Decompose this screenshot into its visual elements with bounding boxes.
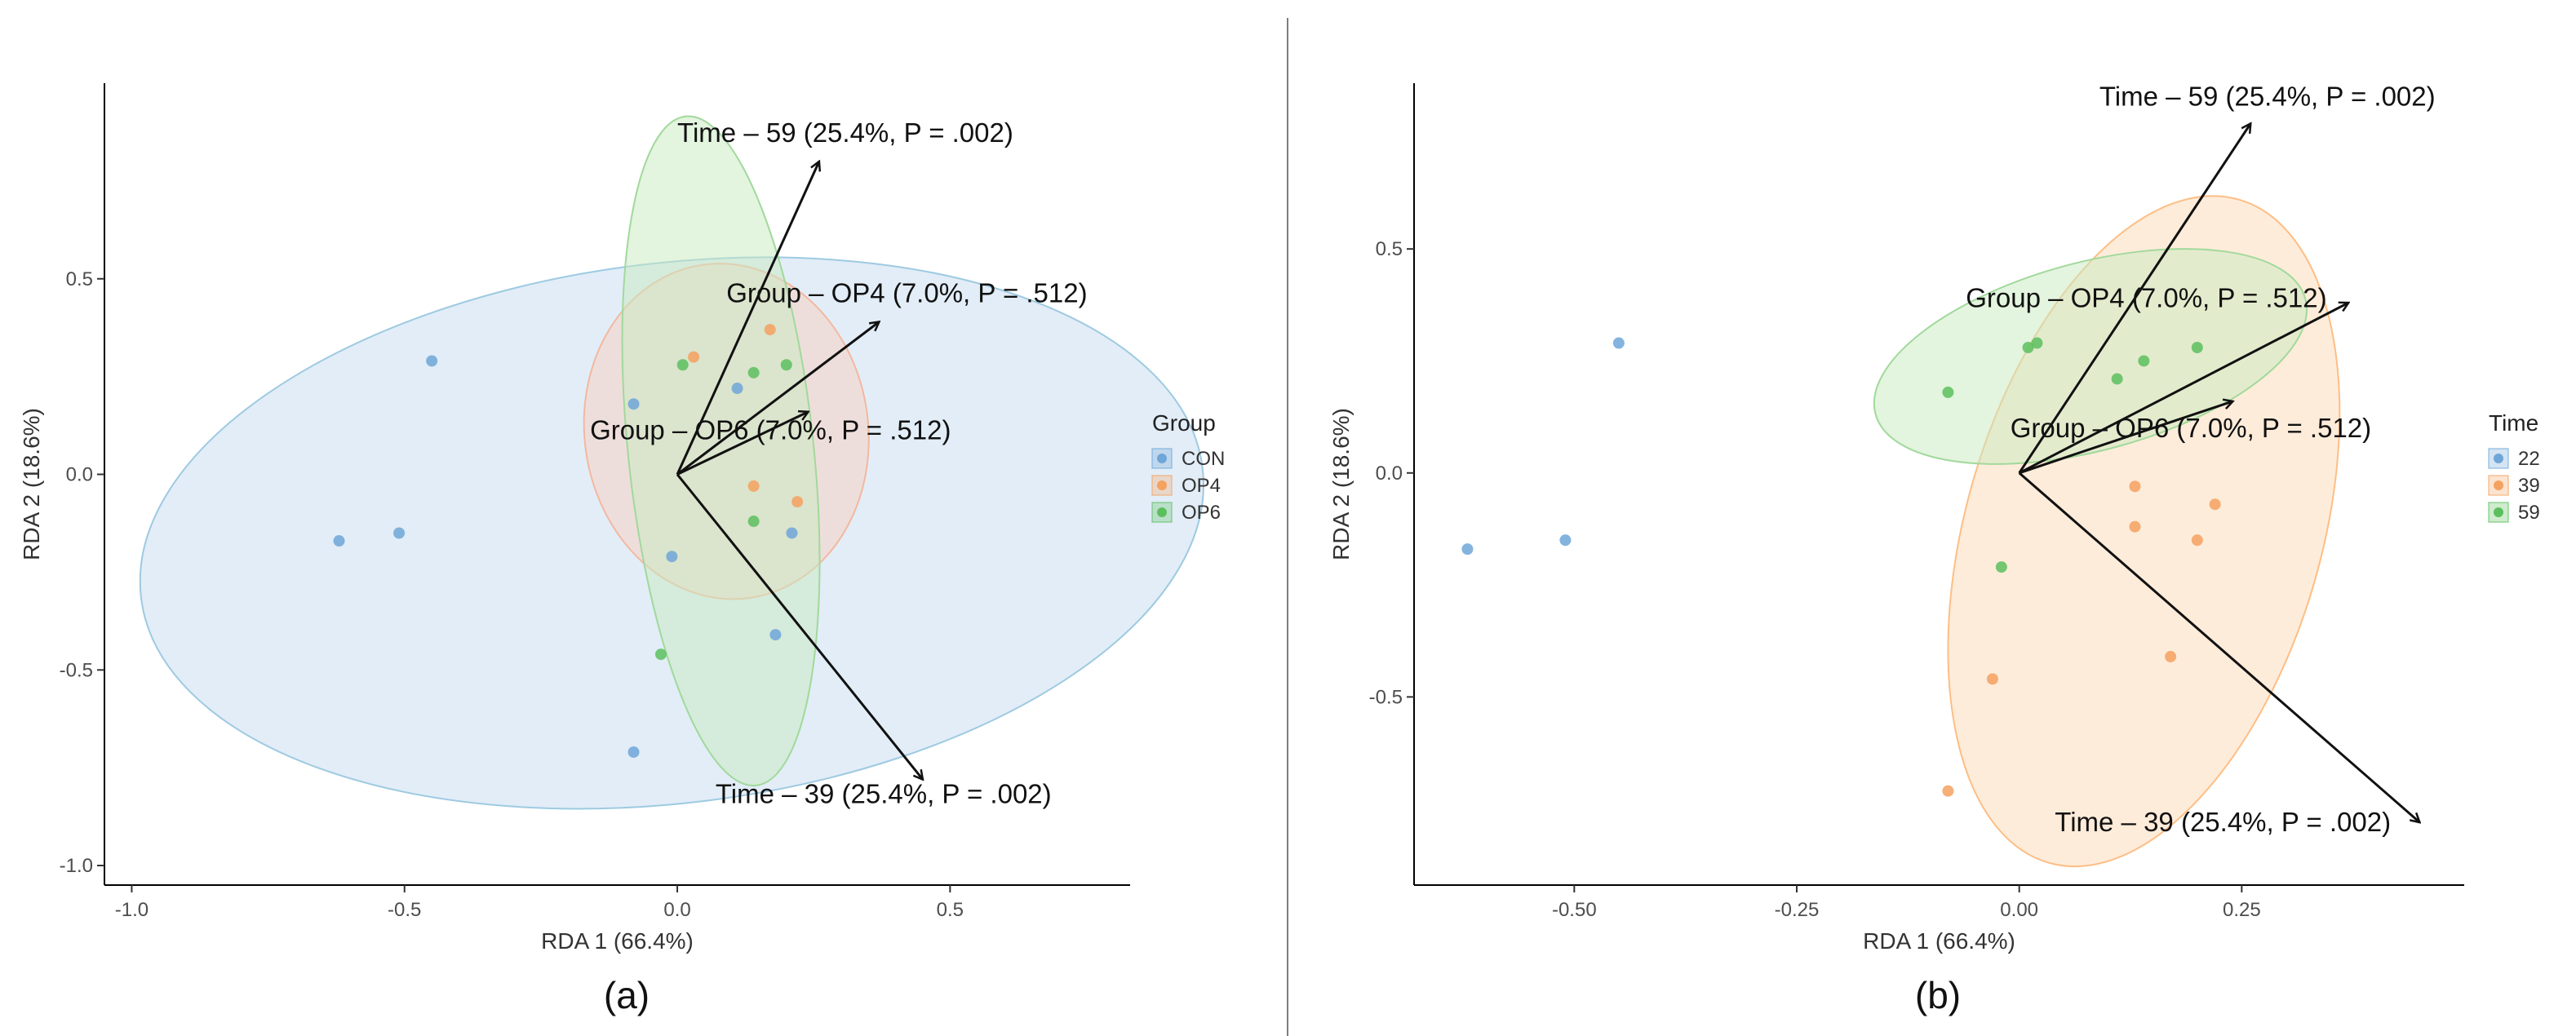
- arrow-label: Group – OP6 (7.0%, P = .512): [2011, 413, 2371, 443]
- point-CON: [731, 383, 743, 395]
- point-22: [1612, 337, 1625, 349]
- x-axis-title: RDA 1 (66.4%): [1863, 928, 2015, 954]
- x-tick-label: -0.50: [1552, 899, 1597, 921]
- y-tick-label: 0.0: [1376, 463, 1403, 485]
- point-39: [2209, 498, 2221, 511]
- y-axis-title: RDA 2 (18.6%): [1328, 408, 1354, 560]
- point-OP4: [764, 324, 776, 336]
- point-CON: [627, 746, 640, 758]
- point-CON: [393, 527, 406, 539]
- point-39: [2129, 520, 2141, 533]
- x-tick-label: -0.25: [1775, 899, 1820, 921]
- point-OP6: [654, 649, 667, 661]
- legend-label-39: 39: [2518, 475, 2540, 497]
- arrow: [676, 162, 819, 476]
- point-CON: [769, 629, 782, 641]
- point-OP6: [747, 366, 760, 379]
- x-tick-label: 0.00: [2000, 899, 2038, 921]
- y-axis-title: RDA 2 (18.6%): [19, 408, 44, 560]
- arrow: [676, 322, 879, 476]
- point-OP4: [791, 496, 804, 508]
- point-59: [1942, 386, 1954, 398]
- x-tick-label: -1.0: [115, 899, 149, 921]
- arrow: [676, 412, 808, 476]
- legend-key-OP4: [1151, 475, 1173, 496]
- legend-label-OP4: OP4: [1182, 475, 1221, 497]
- point-59: [2111, 373, 2123, 385]
- panel-label: (a): [604, 974, 650, 1016]
- arrow-label: Group – OP6 (7.0%, P = .512): [590, 414, 951, 445]
- point-39: [2165, 650, 2177, 662]
- legend-label-59: 59: [2518, 502, 2540, 524]
- legend-marker-OP6: [1157, 507, 1167, 517]
- x-tick-label: 0.25: [2223, 899, 2261, 921]
- point-OP6: [747, 516, 760, 528]
- legend-marker-59: [2494, 507, 2503, 517]
- point-39: [1986, 673, 1998, 685]
- ellipse-OP6: [621, 115, 821, 787]
- legend-label-OP6: OP6: [1182, 502, 1221, 524]
- point-39: [1942, 785, 1954, 797]
- arrow: [2018, 472, 2420, 822]
- legend-marker-22: [2494, 454, 2503, 463]
- arrow-label: Time – 39 (25.4%, P = .002): [2055, 807, 2391, 837]
- panel-label: (b): [1915, 974, 1961, 1016]
- legend-marker-CON: [1157, 454, 1167, 463]
- arrow: [676, 473, 923, 780]
- point-22: [1461, 543, 1474, 556]
- x-tick-label: -0.5: [388, 899, 421, 921]
- arrow-label: Group – OP4 (7.0%, P = .512): [1966, 283, 2326, 313]
- point-CON: [786, 527, 798, 539]
- arrow: [2019, 401, 2233, 475]
- point-59: [2191, 342, 2203, 354]
- y-tick-label: -1.0: [60, 855, 93, 877]
- point-OP4: [747, 480, 760, 492]
- point-OP6: [676, 359, 689, 371]
- x-tick-label: 0.0: [663, 899, 690, 921]
- y-tick-label: -0.5: [60, 659, 93, 681]
- point-CON: [627, 398, 640, 410]
- legend-marker-OP4: [1157, 480, 1167, 490]
- panel-b: -0.50 -0.25 0.00 0.25 -0.5 0.0 0.5 RDA 1 (66.4%…: [1328, 81, 2540, 1016]
- y-tick-label: 0.5: [66, 268, 93, 290]
- point-CON: [426, 355, 438, 367]
- panel-a: -1.0 -0.5 0.0 0.5 -1.0 -0.5 0.0 0.5 RDA 1 (66.4%…: [19, 83, 1225, 1016]
- point-OP6: [780, 359, 792, 371]
- point-59: [2138, 355, 2150, 367]
- arrow-label: Time – 39 (25.4%, P = .002): [716, 778, 1052, 808]
- y-tick-label: 0.0: [66, 464, 93, 486]
- point-59: [2031, 337, 2043, 349]
- legend-label-CON: CON: [1182, 448, 1225, 470]
- point-OP4: [688, 351, 700, 363]
- point-CON: [666, 551, 678, 563]
- point-39: [2191, 534, 2203, 547]
- legend-key-OP6: [1151, 502, 1173, 523]
- arrow-label: Time – 59 (25.4%, P = .002): [2099, 81, 2436, 111]
- point-CON: [333, 535, 345, 547]
- legend-marker-39: [2494, 480, 2503, 490]
- x-tick-label: 0.5: [937, 899, 964, 921]
- arrow: [2018, 123, 2251, 474]
- x-axis-title: RDA 1 (66.4%): [541, 928, 694, 954]
- legend-title: Group: [1152, 410, 1216, 436]
- point-39: [2129, 480, 2141, 493]
- arrow: [2018, 303, 2349, 475]
- legend-label-22: 22: [2518, 448, 2540, 470]
- legend-title: Time: [2489, 410, 2538, 436]
- ellipse-59: [1873, 248, 2308, 465]
- y-tick-label: -0.5: [1369, 686, 1403, 708]
- y-tick-label: 0.5: [1376, 238, 1403, 260]
- arrow-label: Time – 59 (25.4%, P = .002): [677, 117, 1013, 148]
- point-22: [1559, 534, 1572, 547]
- point-59: [2022, 342, 2034, 354]
- point-59: [1995, 561, 2007, 573]
- arrow-label: Group – OP4 (7.0%, P = .512): [726, 278, 1087, 308]
